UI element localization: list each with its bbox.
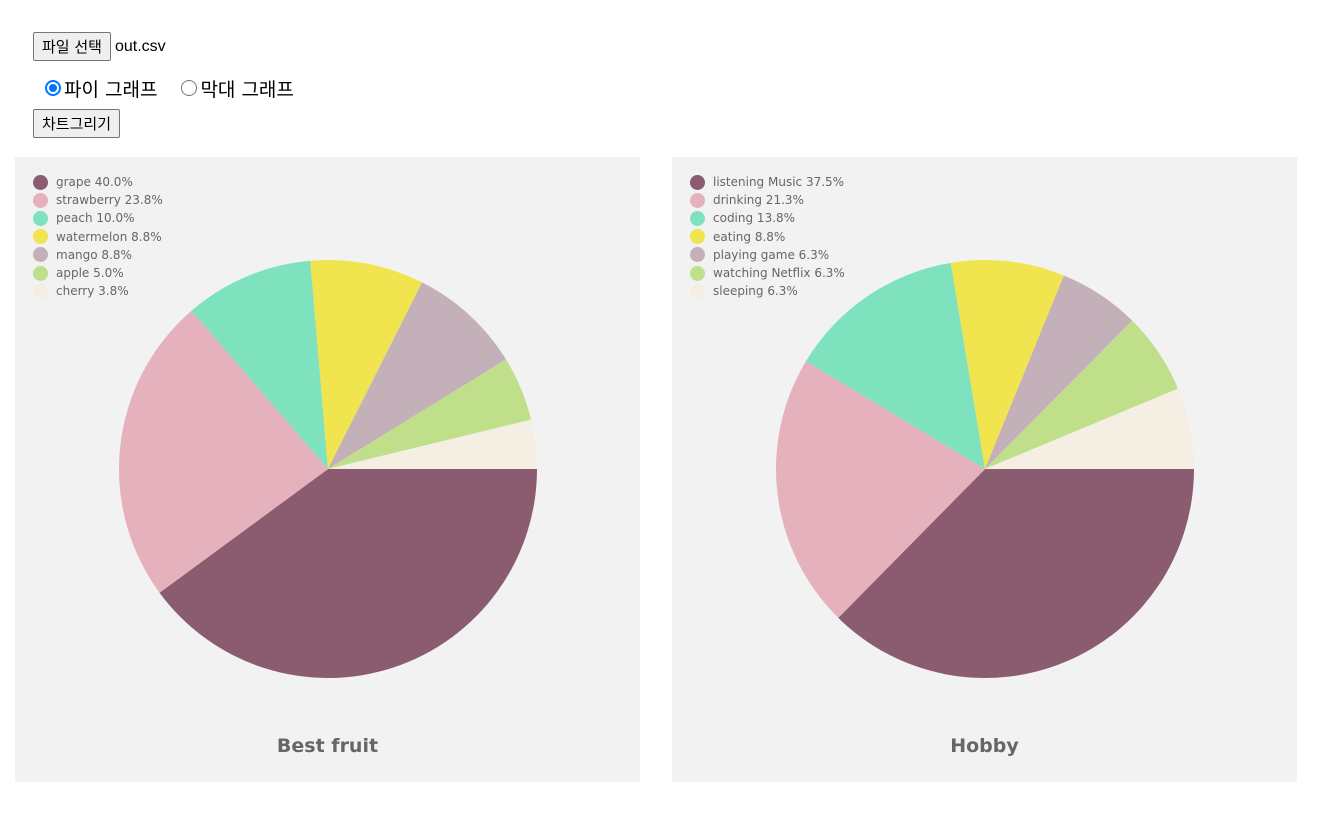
legend-label: strawberry 23.8% bbox=[56, 193, 163, 208]
legend-label: watermelon 8.8% bbox=[56, 229, 162, 244]
legend-swatch-icon bbox=[690, 174, 705, 190]
draw-chart-button[interactable]: 차트그리기 bbox=[33, 109, 121, 138]
chart-title-fruit: Best fruit bbox=[276, 735, 379, 757]
draw-row: 차트그리기 bbox=[33, 109, 318, 138]
legend-label: listening Music 37.5% bbox=[713, 175, 845, 190]
legend-item: playing game 6.3% bbox=[690, 246, 845, 264]
selected-file-name: out.csv bbox=[114, 37, 166, 55]
legend-label: coding 13.8% bbox=[713, 211, 796, 226]
pie-slice-strawberry bbox=[119, 310, 328, 593]
legend-label: eating 8.8% bbox=[713, 229, 786, 244]
file-select-button[interactable]: 파일 선택 bbox=[33, 32, 111, 61]
legend-item: apple 5.0% bbox=[33, 264, 163, 282]
legend-swatch-icon bbox=[33, 229, 48, 245]
pie-slice-grape bbox=[159, 469, 537, 678]
legend-swatch-icon bbox=[33, 174, 48, 190]
legend-label: grape 40.0% bbox=[56, 175, 133, 190]
pie-slice-eating bbox=[950, 260, 1064, 469]
pie-chart-fruit bbox=[119, 260, 537, 678]
legend-swatch-icon bbox=[690, 283, 705, 299]
legend-item: listening Music 37.5% bbox=[690, 173, 845, 191]
radio-option-bar[interactable]: 막대 그래프 bbox=[181, 75, 294, 102]
pie-slice-listening-music bbox=[838, 469, 1194, 678]
legend-item: grape 40.0% bbox=[33, 173, 163, 191]
legend-label: peach 10.0% bbox=[56, 211, 135, 226]
legend-fruit: grape 40.0% strawberry 23.8% peach 10.0% wa… bbox=[33, 173, 163, 300]
legend-item: eating 8.8% bbox=[690, 228, 845, 246]
radio-pie-label[interactable]: 파이 그래프 bbox=[64, 78, 158, 101]
chart-title-hobby: Hobby bbox=[950, 735, 1019, 757]
legend-swatch-icon bbox=[33, 210, 48, 226]
pie-slice-watching-netflix bbox=[985, 320, 1178, 469]
legend-swatch-icon bbox=[690, 265, 705, 281]
file-row: 파일 선택 out.csv bbox=[33, 32, 318, 61]
legend-label: cherry 3.8% bbox=[56, 284, 129, 299]
chart-panel-fruit: grape 40.0% strawberry 23.8% peach 10.0% wa… bbox=[15, 157, 640, 782]
legend-item: watermelon 8.8% bbox=[33, 228, 163, 246]
legend-label: apple 5.0% bbox=[56, 266, 124, 281]
legend-swatch-icon bbox=[690, 247, 705, 263]
legend-swatch-icon bbox=[33, 247, 48, 263]
pie-slice-apple bbox=[328, 359, 532, 469]
legend-item: peach 10.0% bbox=[33, 209, 163, 227]
radio-option-pie[interactable]: 파이 그래프 bbox=[45, 75, 157, 102]
pie-slice-drinking bbox=[776, 361, 985, 618]
legend-swatch-icon bbox=[33, 283, 48, 299]
radio-bar-icon[interactable] bbox=[181, 80, 198, 96]
legend-swatch-icon bbox=[690, 210, 705, 226]
chart-panel-hobby: listening Music 37.5% drinking 21.3% codin… bbox=[672, 157, 1297, 782]
legend-label: drinking 21.3% bbox=[713, 193, 804, 208]
legend-item: drinking 21.3% bbox=[690, 191, 845, 209]
legend-swatch-icon bbox=[690, 192, 705, 208]
legend-item: watching Netflix 6.3% bbox=[690, 264, 845, 282]
pie-slice-peach bbox=[191, 260, 328, 469]
legend-label: sleeping 6.3% bbox=[713, 284, 798, 299]
legend-swatch-icon bbox=[33, 192, 48, 208]
pie-slice-mango bbox=[328, 282, 506, 469]
legend-hobby: listening Music 37.5% drinking 21.3% codin… bbox=[690, 173, 845, 300]
controls: 파일 선택 out.csv 파이 그래프 막대 그래프 차트그리기 bbox=[33, 32, 318, 138]
pie-slice-sleeping bbox=[985, 388, 1194, 469]
legend-item: cherry 3.8% bbox=[33, 282, 163, 300]
legend-item: sleeping 6.3% bbox=[690, 282, 845, 300]
pie-slice-cherry bbox=[328, 419, 537, 469]
legend-item: strawberry 23.8% bbox=[33, 191, 163, 209]
legend-swatch-icon bbox=[690, 229, 705, 245]
radio-bar-label[interactable]: 막대 그래프 bbox=[200, 78, 294, 101]
legend-label: mango 8.8% bbox=[56, 247, 132, 262]
legend-item: mango 8.8% bbox=[33, 246, 163, 264]
chart-type-selector: 파이 그래프 막대 그래프 bbox=[45, 75, 318, 101]
legend-label: playing game 6.3% bbox=[713, 247, 830, 262]
pie-slice-coding bbox=[805, 262, 985, 469]
radio-pie-icon[interactable] bbox=[45, 80, 61, 96]
pie-slice-playing-game bbox=[985, 275, 1133, 469]
legend-swatch-icon bbox=[33, 265, 48, 281]
pie-chart-hobby bbox=[776, 260, 1194, 678]
pie-slice-watermelon bbox=[310, 260, 423, 469]
legend-label: watching Netflix 6.3% bbox=[713, 266, 845, 281]
legend-item: coding 13.8% bbox=[690, 209, 845, 227]
